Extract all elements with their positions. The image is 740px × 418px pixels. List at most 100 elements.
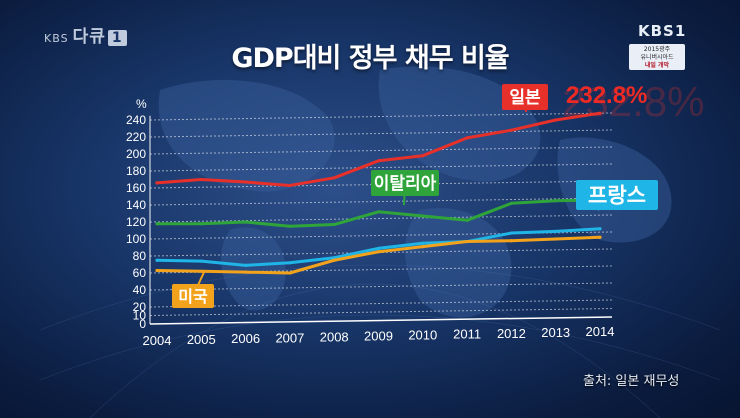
data-point <box>155 181 159 185</box>
data-point <box>598 235 602 239</box>
data-point <box>288 183 292 188</box>
y-tick-label: 120 <box>126 215 146 229</box>
gridline <box>149 129 613 138</box>
x-tick-label: 2006 <box>231 331 260 346</box>
data-point <box>421 245 425 249</box>
series-label: 이탈리아 <box>374 173 437 194</box>
data-point <box>598 227 602 231</box>
data-point <box>155 258 159 262</box>
promo-badge: 2015광주 유니버시아드 내일 개막 <box>629 44 685 70</box>
chart-title: GDP대비 정부 채무 비율 <box>231 43 509 74</box>
series-label: 프랑스 <box>588 184 646 208</box>
y-tick-label: 20 <box>133 300 147 314</box>
data-point <box>332 176 336 180</box>
data-point <box>509 239 513 243</box>
data-point <box>155 222 159 226</box>
data-point <box>465 218 469 222</box>
gridline <box>149 214 613 223</box>
y-tick-label: 10 <box>133 309 147 323</box>
y-tick-label: 40 <box>133 283 147 297</box>
gridline <box>149 197 613 206</box>
x-tick-label: 2007 <box>275 330 304 345</box>
gridline <box>149 163 613 172</box>
y-tick-label: 0 <box>139 317 146 331</box>
series-label-box <box>172 284 214 308</box>
data-point <box>332 256 336 260</box>
annotation-value: 232.8% <box>566 82 647 109</box>
gridline <box>149 248 613 257</box>
gridline <box>149 299 613 308</box>
channel-left-num: 1 <box>107 30 127 46</box>
data-point <box>598 111 602 115</box>
x-tick-label: 2004 <box>143 333 172 348</box>
x-axis <box>149 316 613 325</box>
data-point <box>376 246 381 250</box>
gridline <box>149 112 613 121</box>
data-point <box>554 229 558 233</box>
x-tick-label: 2008 <box>320 329 349 344</box>
data-point <box>288 261 292 265</box>
data-point <box>288 224 292 228</box>
series-label-box <box>371 170 439 196</box>
channel-left-small: KBS <box>44 32 69 45</box>
data-point <box>465 239 469 244</box>
data-point <box>509 231 513 235</box>
channel-logo-right: KBS1 <box>638 22 687 40</box>
data-point <box>554 237 558 241</box>
series-label-box <box>576 180 658 210</box>
data-point <box>288 271 292 275</box>
data-point <box>509 128 513 132</box>
promo-line3: 내일 개막 <box>644 62 670 69</box>
y-tick-label: 240 <box>126 113 146 127</box>
data-point <box>199 177 203 182</box>
data-point <box>332 258 336 262</box>
y-tick-label: 180 <box>126 164 146 178</box>
x-tick-label: 2012 <box>497 326 526 341</box>
data-point <box>376 250 381 254</box>
y-tick-label: 140 <box>126 198 146 212</box>
data-point <box>332 222 336 227</box>
data-point <box>199 269 203 273</box>
data-point <box>421 154 425 158</box>
data-point <box>465 136 469 140</box>
data-point <box>244 220 248 224</box>
y-tick-label: 60 <box>133 266 147 280</box>
data-point <box>376 210 381 214</box>
data-point <box>554 118 558 122</box>
promo-line2: 유니버시아드 <box>640 54 674 61</box>
gridline <box>149 282 613 291</box>
y-axis-unit: % <box>136 97 147 111</box>
annotation-ghost: 232.8% <box>562 78 704 125</box>
series-label-box <box>502 84 548 110</box>
promo-line1: 2015광주 <box>643 46 671 53</box>
data-point <box>199 222 203 226</box>
y-tick-label: 220 <box>126 130 146 144</box>
data-point <box>421 214 425 218</box>
data-point <box>509 201 513 205</box>
data-point <box>376 159 381 163</box>
y-tick-label: 160 <box>126 181 146 195</box>
gridline <box>149 308 613 316</box>
gridline <box>149 180 613 189</box>
x-tick-label: 2011 <box>453 327 481 342</box>
source-note: 출처: 일본 재무성 <box>583 374 680 389</box>
y-tick-label: 80 <box>133 249 147 263</box>
x-tick-label: 2014 <box>586 324 615 339</box>
x-tick-label: 2005 <box>187 332 216 347</box>
y-tick-label: 200 <box>126 147 146 161</box>
data-point <box>155 268 159 273</box>
channel-left-brand: 다큐 <box>72 27 106 47</box>
data-point <box>554 199 558 203</box>
series-label: 일본 <box>509 88 541 108</box>
channel-logo-left: KBS 다큐 1 <box>44 22 127 47</box>
data-point <box>244 270 248 274</box>
data-point <box>421 241 425 245</box>
y-tick-label: 100 <box>126 232 146 246</box>
data-point <box>244 180 248 184</box>
gridline <box>149 146 613 155</box>
data-point <box>199 259 203 263</box>
series-label: 미국 <box>178 287 208 306</box>
x-tick-label: 2013 <box>541 325 570 340</box>
x-tick-label: 2009 <box>364 329 393 344</box>
